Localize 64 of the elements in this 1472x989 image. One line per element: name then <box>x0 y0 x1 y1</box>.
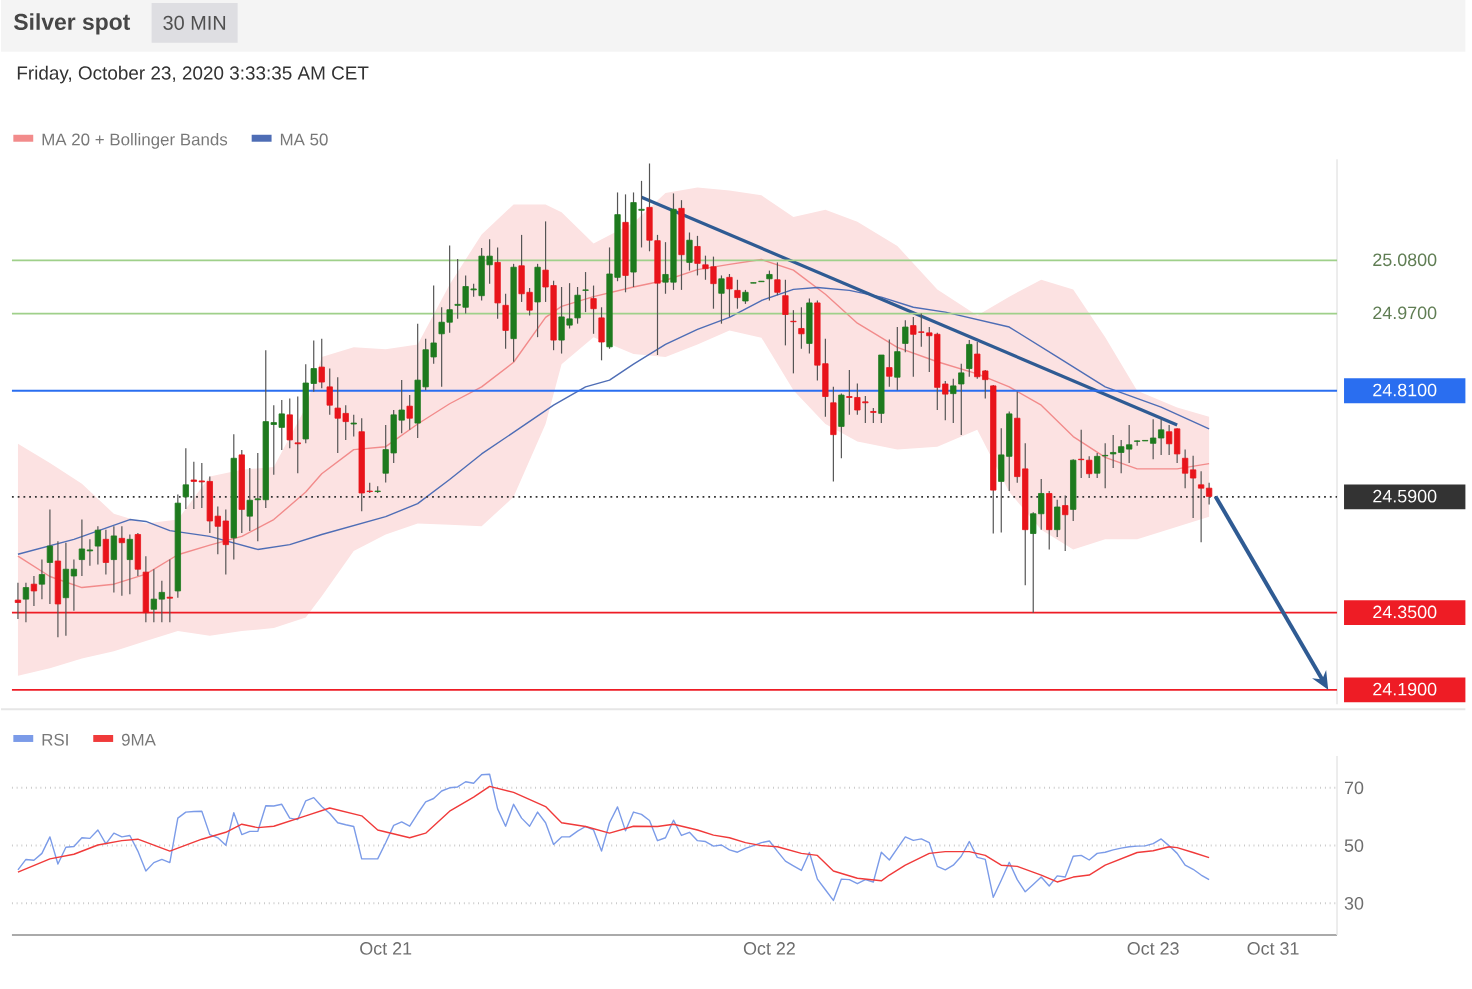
candlestick <box>118 525 125 597</box>
y-tick-label: 50 <box>1344 839 1364 852</box>
candlestick <box>182 447 189 510</box>
candlestick <box>126 533 133 595</box>
candlestick <box>30 575 38 607</box>
candlestick <box>902 319 909 353</box>
candlestick <box>1078 429 1085 479</box>
x-tick-label: Oct 21 <box>360 942 412 955</box>
candlestick <box>38 559 46 600</box>
y-tick-label: 24.5900 <box>1373 489 1437 503</box>
candlestick <box>70 559 78 612</box>
candlestick <box>22 582 30 623</box>
y-tick-label: 24.3500 <box>1373 605 1437 619</box>
line-series <box>17 286 1210 556</box>
y-tick-label: 24.9700 <box>1373 306 1437 320</box>
candlestick <box>110 525 117 594</box>
chart-title: Silver spot <box>13 13 131 35</box>
legend-label: 9MA <box>121 733 156 746</box>
legend-label: MA 20 + Bollinger Bands <box>42 133 228 149</box>
candlestick <box>582 271 589 313</box>
y-tick-label: 30 <box>1344 897 1364 910</box>
line-series <box>17 258 1210 589</box>
x-tick-label: Oct 22 <box>743 942 795 955</box>
candlestick <box>1062 494 1069 552</box>
candlestick <box>94 525 102 566</box>
candlestick <box>958 363 965 436</box>
y-tick-label: 24.8100 <box>1373 383 1437 397</box>
candlestick <box>350 414 357 438</box>
line-series <box>17 785 1210 883</box>
text: Friday, October 23, 2020 3:33:35 AM CET <box>17 65 369 84</box>
x-tick-label: Oct 23 <box>1127 942 1179 955</box>
candlestick <box>318 338 325 389</box>
legend-label: MA 50 <box>280 133 328 146</box>
candlestick <box>1206 482 1213 506</box>
candlestick <box>246 467 253 532</box>
candlestick <box>886 339 893 388</box>
legend-label: RSI <box>42 733 68 746</box>
y-tick-label: 70 <box>1344 781 1364 795</box>
candlestick <box>86 538 94 567</box>
candlestick <box>782 279 789 347</box>
candlestick <box>78 519 86 577</box>
x-tick-label: Oct 31 <box>1247 942 1299 955</box>
candlestick <box>726 273 733 318</box>
candlestick <box>718 274 725 325</box>
y-tick-label: 25.0800 <box>1373 253 1437 267</box>
candlestick <box>1054 499 1061 538</box>
y-tick-label: 24.1900 <box>1373 682 1437 696</box>
candlestick <box>774 261 781 296</box>
candlestick <box>1198 470 1205 543</box>
candlestick <box>406 394 413 431</box>
candlestick <box>590 285 597 335</box>
candlestick <box>294 396 301 474</box>
candlestick <box>686 231 693 272</box>
candlestick <box>790 309 797 375</box>
candlestick <box>102 529 109 576</box>
chart-subtitle: 30 MIN <box>163 15 226 30</box>
candlestick <box>950 378 957 424</box>
candlestick <box>766 270 773 302</box>
candlestick <box>46 508 54 605</box>
candlestick <box>1086 455 1093 479</box>
candlestick <box>326 368 333 416</box>
candlestick <box>734 279 741 310</box>
candlestick <box>694 235 701 277</box>
candlestick <box>798 306 805 350</box>
